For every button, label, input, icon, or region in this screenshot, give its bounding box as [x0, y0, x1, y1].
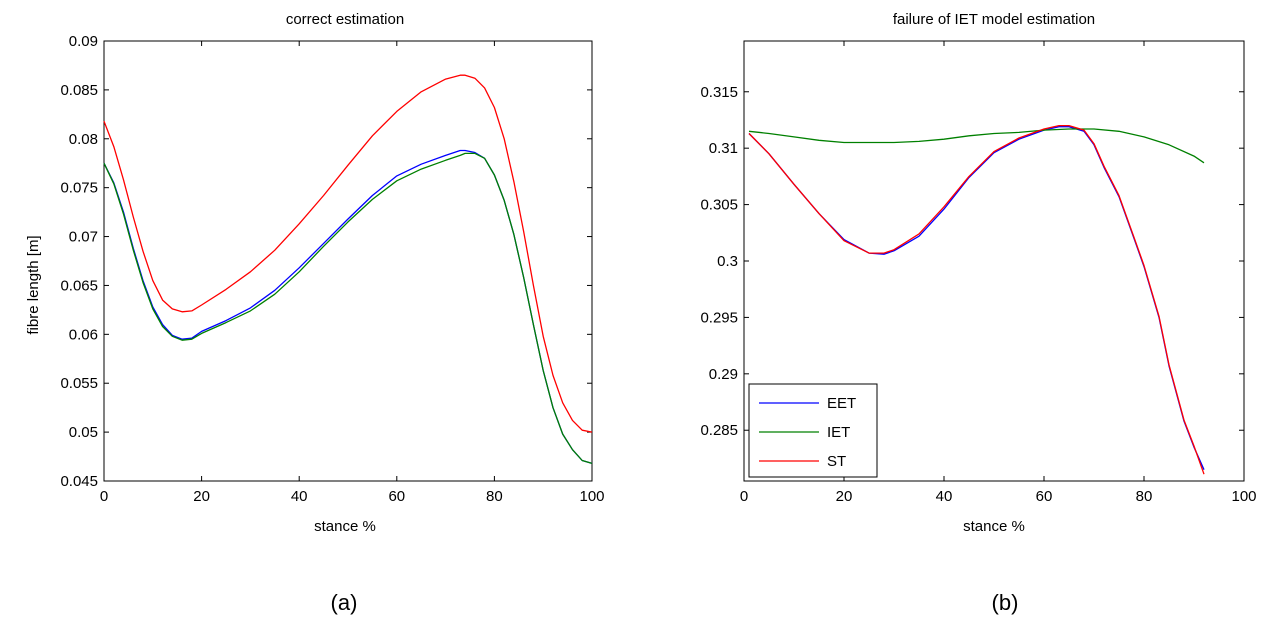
chart-a-ytick-label: 0.055 — [60, 375, 98, 392]
chart-a-ytick-label: 0.075 — [60, 180, 98, 197]
chart-a-ytick-label: 0.09 — [69, 33, 98, 50]
chart-b-xtick-label: 80 — [1136, 488, 1153, 505]
chart-b-series — [748, 124, 1205, 475]
chart-b-ytick-label: 0.305 — [700, 197, 738, 214]
chart-a-xtick-label: 100 — [579, 488, 604, 505]
chart-a-xtick-label: 0 — [100, 488, 108, 505]
chart-b-ytick-label: 0.295 — [700, 309, 738, 326]
chart-b-xtick-label: 20 — [836, 488, 853, 505]
chart-a-ytick-label: 0.085 — [60, 82, 98, 99]
chart-a-xlabel: stance % — [314, 518, 376, 535]
chart-b-xtick-label: 40 — [936, 488, 953, 505]
chart-b-ytick-label: 0.3 — [717, 253, 738, 270]
chart-b-xtick-label: 0 — [740, 488, 748, 505]
chart-a-axes: 0 20 40 60 80 100 0.045 0.05 0.055 0.06 0.065 0.07 0… — [60, 33, 604, 505]
chart-b-ytick-label: 0.29 — [709, 366, 738, 383]
chart-a-ylabel: fibre length [m] — [25, 235, 42, 334]
chart-a-ytick-label: 0.065 — [60, 277, 98, 294]
chart-a-ytick-label: 0.08 — [69, 131, 98, 148]
chart-b-ytick-label: 0.285 — [700, 422, 738, 439]
chart-a-ytick-label: 0.045 — [60, 473, 98, 490]
chart-a-title: correct estimation — [286, 11, 404, 28]
panel-label-b: (b) — [992, 590, 1019, 615]
chart-a-ytick-label: 0.07 — [69, 229, 98, 246]
legend-label-iet: IET — [827, 424, 850, 441]
chart-a-series-line-1 — [103, 152, 593, 465]
chart-a: correct estimation 0 20 40 60 80 100 0.045 0.05… — [25, 11, 605, 615]
chart-a-series-line-2 — [103, 74, 593, 433]
chart-a-ytick-label: 0.05 — [69, 424, 98, 441]
chart-b: failure of IET model estimation 0 20 40 60 8… — [700, 11, 1256, 615]
chart-a-xtick-label: 60 — [388, 488, 405, 505]
chart-a-xtick-label: 20 — [193, 488, 210, 505]
chart-a-series — [103, 74, 593, 465]
chart-b-legend: EET IET ST — [748, 383, 878, 478]
chart-b-xlabel: stance % — [963, 518, 1025, 535]
legend-label-st: ST — [827, 453, 846, 470]
legend-label-eet: EET — [827, 395, 856, 412]
chart-b-xtick-label: 60 — [1036, 488, 1053, 505]
legend-box — [748, 383, 878, 478]
chart-a-xtick-label: 80 — [486, 488, 503, 505]
chart-b-xtick-label: 100 — [1231, 488, 1256, 505]
chart-b-ytick-label: 0.315 — [700, 84, 738, 101]
panel-label-a: (a) — [331, 590, 358, 615]
chart-b-ytick-label: 0.31 — [709, 140, 738, 157]
chart-a-plot-frame — [103, 40, 593, 482]
chart-b-series-line-st — [748, 124, 1205, 475]
chart-a-ytick-label: 0.06 — [69, 326, 98, 343]
chart-a-xtick-label: 40 — [291, 488, 308, 505]
chart-b-series-line-iet — [748, 128, 1205, 164]
chart-b-title: failure of IET model estimation — [893, 11, 1095, 28]
